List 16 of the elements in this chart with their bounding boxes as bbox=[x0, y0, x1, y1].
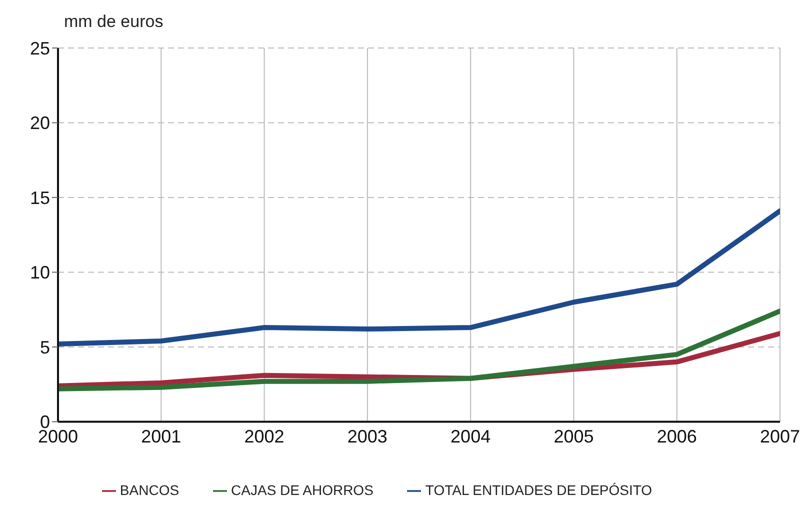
x-tick-label: 2001 bbox=[141, 426, 182, 446]
y-tick-label: 15 bbox=[30, 188, 50, 208]
x-tick-label: 2005 bbox=[554, 426, 594, 446]
y-tick-label: 10 bbox=[30, 262, 50, 283]
y-tick-label: 25 bbox=[30, 38, 50, 58]
y-tick-label: 5 bbox=[40, 337, 50, 358]
legend-label: CAJAS DE AHORROS bbox=[231, 482, 374, 498]
x-tick-label: 2002 bbox=[244, 426, 284, 446]
y-tick-label: 20 bbox=[30, 113, 50, 134]
y-axis-title: mm de euros bbox=[64, 12, 164, 32]
x-tick-label: 2007 bbox=[760, 426, 800, 446]
x-tick-label: 2004 bbox=[450, 426, 491, 446]
legend-label: TOTAL ENTIDADES DE DEPÓSITO bbox=[425, 482, 652, 498]
x-tick-label: 2003 bbox=[347, 426, 388, 446]
x-tick-label: 2006 bbox=[656, 426, 697, 446]
legend-label: BANCOS bbox=[120, 482, 180, 498]
